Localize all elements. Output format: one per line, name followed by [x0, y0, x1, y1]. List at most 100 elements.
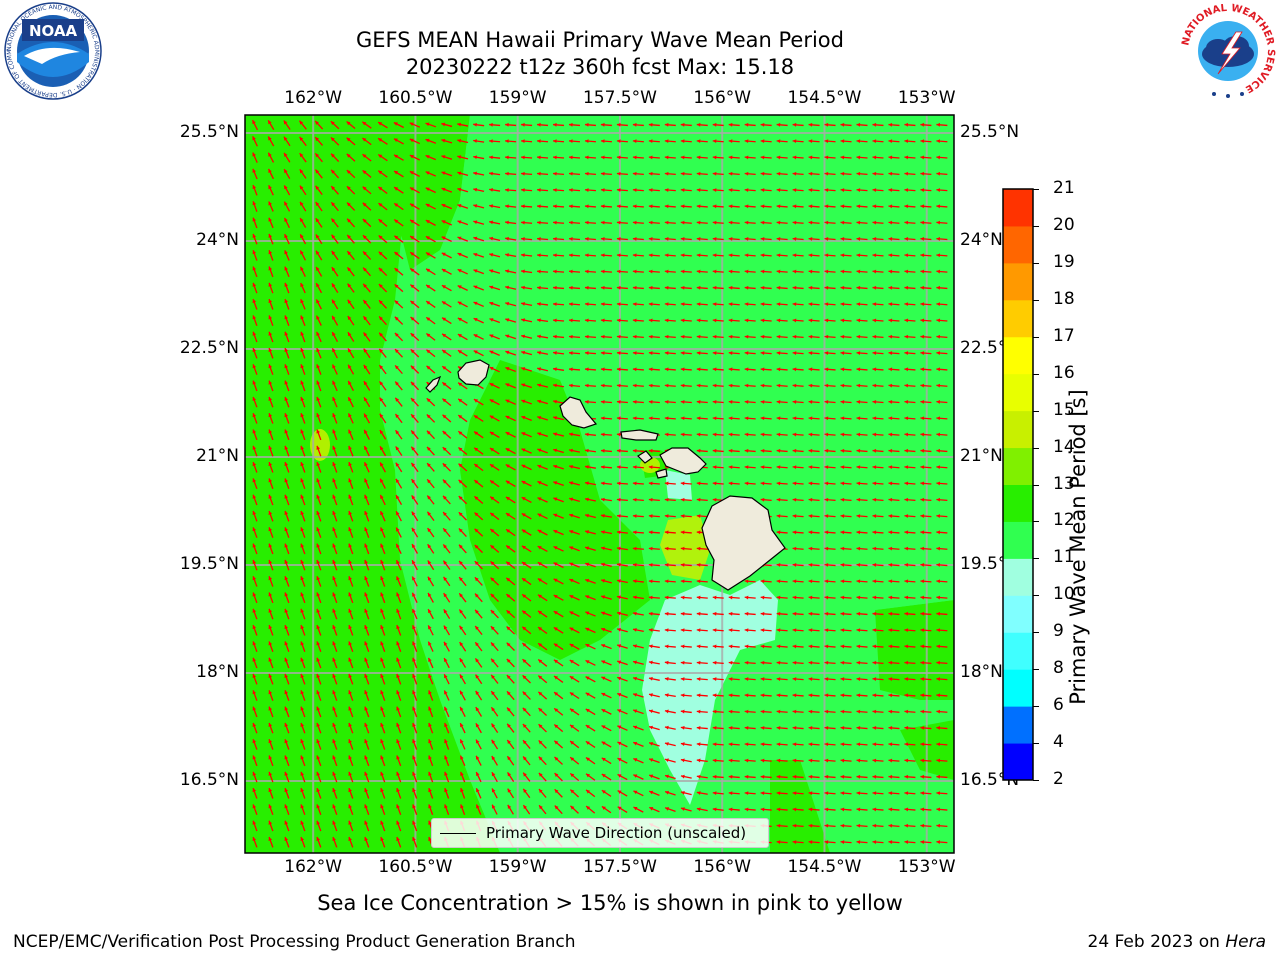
wave-direction-arrow — [252, 592, 258, 604]
wave-direction-arrow — [936, 628, 948, 633]
wave-direction-arrow — [314, 136, 324, 146]
wave-direction-arrow — [696, 285, 708, 290]
wave-direction-arrow — [268, 315, 274, 326]
wave-direction-arrow — [776, 400, 788, 404]
wave-direction-arrow — [760, 448, 772, 453]
wave-direction-arrow — [490, 642, 499, 652]
wave-direction-arrow — [600, 611, 612, 617]
wave-direction-arrow — [474, 576, 483, 586]
wave-direction-arrow — [936, 807, 948, 812]
wave-direction-arrow — [380, 592, 386, 604]
wave-direction-arrow — [474, 609, 483, 619]
wave-direction-arrow — [792, 791, 804, 796]
wave-direction-arrow — [920, 563, 932, 567]
molokai-island — [620, 429, 659, 441]
wave-direction-arrow — [920, 171, 932, 176]
wave-direction-arrow — [377, 153, 388, 162]
wave-direction-arrow — [364, 527, 370, 538]
wave-direction-arrow — [648, 741, 660, 747]
wave-direction-arrow — [728, 139, 740, 144]
peak-period-region — [660, 515, 710, 580]
colorbar-tick-mark — [1033, 484, 1039, 486]
wave-direction-arrow — [474, 625, 483, 636]
wave-direction-arrow — [268, 429, 274, 441]
wave-direction-arrow — [872, 823, 884, 828]
wave-direction-arrow — [840, 611, 852, 616]
wave-direction-arrow — [760, 155, 772, 160]
wave-direction-arrow — [617, 757, 628, 764]
wave-direction-arrow — [475, 804, 482, 815]
wave-direction-arrow — [840, 530, 852, 535]
wave-direction-arrow — [856, 481, 868, 486]
wave-direction-arrow — [300, 364, 306, 375]
wave-direction-arrow — [792, 546, 804, 551]
wave-direction-arrow — [252, 347, 258, 359]
wave-direction-arrow — [348, 836, 354, 848]
colorbar-tick-mark — [1033, 595, 1039, 597]
wave-direction-arrow — [489, 463, 500, 471]
wave-direction-arrow — [936, 563, 948, 567]
wave-direction-arrow — [378, 186, 388, 195]
wave-direction-arrow — [856, 122, 868, 127]
wave-direction-arrow — [760, 481, 772, 486]
wave-direction-arrow — [457, 204, 469, 209]
wave-direction-arrow — [904, 758, 916, 763]
legend-line-icon — [440, 832, 476, 834]
wave-direction-arrow — [268, 494, 274, 506]
wave-direction-arrow — [410, 332, 420, 342]
wave-direction-arrow — [506, 609, 516, 619]
wave-direction-arrow — [904, 481, 916, 486]
wave-direction-arrow — [632, 204, 644, 209]
wave-direction-arrow — [299, 266, 306, 277]
wave-direction-arrow — [792, 628, 804, 633]
wave-direction-arrow — [268, 510, 274, 522]
wave-direction-arrow — [268, 673, 274, 685]
wave-direction-arrow — [331, 299, 339, 310]
wave-direction-arrow — [808, 791, 820, 796]
wave-direction-arrow — [920, 465, 932, 470]
wave-direction-arrow — [920, 334, 932, 339]
wave-direction-arrow — [396, 576, 402, 587]
wave-direction-arrow — [888, 318, 900, 323]
maui-island — [659, 447, 707, 475]
wave-direction-arrow — [362, 234, 372, 244]
wave-direction-arrow — [600, 334, 612, 339]
wave-direction-arrow — [728, 285, 740, 290]
wave-direction-arrow — [489, 512, 500, 521]
wave-direction-arrow — [252, 478, 258, 489]
wave-direction-arrow — [633, 757, 644, 764]
wave-direction-arrow — [808, 774, 820, 779]
wave-direction-arrow — [300, 657, 306, 669]
wave-direction-arrow — [936, 383, 948, 388]
wave-direction-arrow — [568, 481, 580, 486]
wave-direction-arrow — [552, 139, 565, 144]
wave-direction-arrow — [536, 318, 549, 323]
wave-direction-arrow — [840, 840, 852, 844]
wave-direction-arrow — [411, 592, 418, 603]
wave-direction-arrow — [411, 494, 419, 505]
wave-direction-arrow — [427, 641, 434, 652]
wave-direction-arrow — [553, 497, 564, 503]
wave-direction-arrow — [348, 478, 354, 489]
wave-direction-arrow — [872, 693, 884, 698]
wave-direction-arrow — [252, 608, 258, 620]
wave-direction-arrow — [459, 625, 467, 636]
wave-direction-arrow — [332, 478, 338, 489]
wave-direction-arrow — [426, 511, 435, 522]
wave-direction-arrow — [920, 774, 932, 779]
wave-direction-arrow — [632, 155, 644, 160]
kahoolawe-island — [655, 468, 668, 479]
wave-direction-arrow — [776, 823, 788, 828]
lanai-island — [637, 450, 653, 464]
wave-direction-arrow — [616, 253, 628, 258]
wave-direction-arrow — [300, 445, 306, 457]
wave-direction-arrow — [425, 284, 436, 292]
wave-direction-arrow — [856, 155, 868, 160]
wave-direction-arrow — [616, 416, 628, 421]
wave-direction-arrow — [840, 367, 852, 372]
wave-direction-arrow — [936, 481, 948, 486]
wave-direction-arrow — [396, 592, 402, 604]
wave-direction-arrow — [569, 643, 580, 650]
wave-direction-arrow — [489, 447, 500, 455]
wave-direction-arrow — [444, 787, 450, 799]
